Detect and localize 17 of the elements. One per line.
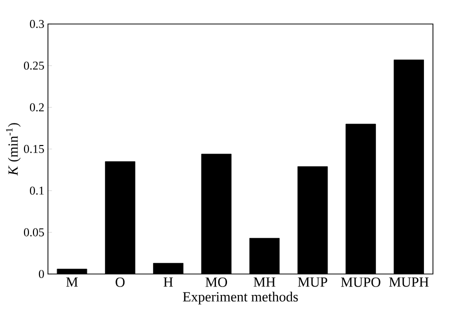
x-tick-label: MUPH [389,278,429,287]
y-tick-label: 0.05 [24,228,44,236]
x-tick-label: MO [206,278,228,287]
x-tick-label: O [116,278,125,287]
x-tick-label: MUP [298,278,328,287]
x-tick-label: H [164,278,173,287]
x-axis-title: Experiment methods [182,292,298,304]
y-tick-label: 0 [38,270,44,278]
x-tick-label: MUPO [341,278,380,287]
x-tick-label: MH [254,278,276,287]
y-axis-title: K (min$^{-1}$) [6,123,21,176]
x-tick-label: M [66,278,78,287]
y-tick-label: 0.3 [30,20,44,28]
y-tick-label: 0.1 [30,186,44,195]
y-tick-label: 0.15 [24,144,44,154]
y-tick-label: 0.25 [24,62,44,70]
y-tick-label: 0.2 [30,103,44,112]
